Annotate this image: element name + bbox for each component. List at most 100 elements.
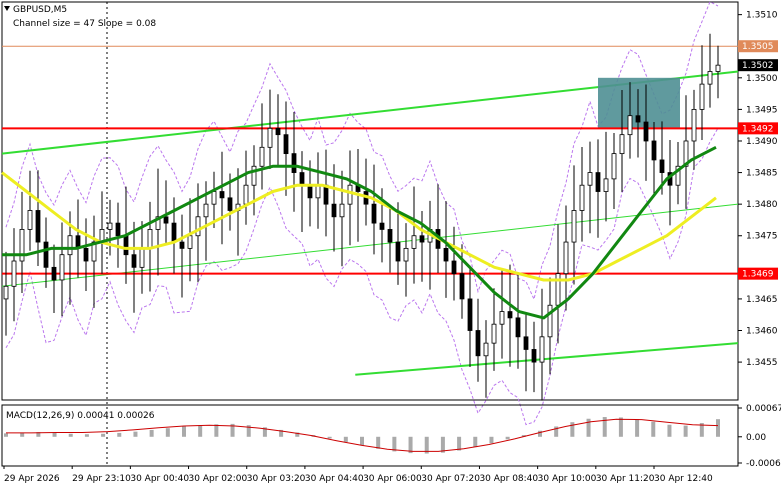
time-tick-label: 30 Apr 08:40 xyxy=(479,474,538,484)
macd-label: MACD(12,26,9) 0.00041 0.00026 xyxy=(6,411,155,421)
current-price-tag xyxy=(738,59,778,72)
macd-histogram-bar xyxy=(683,425,688,437)
time-tick-label: 30 Apr 03:20 xyxy=(247,474,306,484)
macd-histogram-bar xyxy=(165,428,170,437)
candle-body xyxy=(123,235,129,256)
candle-body xyxy=(451,260,457,275)
candle-body xyxy=(395,241,401,262)
time-tick-label: 30 Apr 02:00 xyxy=(189,474,248,484)
macd-histogram-bar xyxy=(586,418,591,437)
candle-body xyxy=(3,285,9,300)
macd-histogram-bar xyxy=(489,436,494,444)
candle-body xyxy=(563,241,569,275)
price-tick-label: 1.3460 xyxy=(746,327,778,337)
price-tick-label: 1.3485 xyxy=(746,169,778,179)
candle-body xyxy=(459,273,465,300)
macd-panel: 0.00067 0.00 -0.00061 MACD(12,26,9) 0.0004… xyxy=(1,404,781,469)
candle-body xyxy=(139,247,145,268)
candle-body xyxy=(51,266,57,281)
macd-histogram-bar xyxy=(214,424,219,437)
candle-body xyxy=(387,229,393,243)
candle-body xyxy=(259,146,265,167)
price-tick-label: 1.3490 xyxy=(746,137,778,147)
macd-histogram-bar xyxy=(343,436,348,442)
candle-body xyxy=(555,273,561,306)
time-tick-label: 30 Apr 04:40 xyxy=(305,474,364,484)
candle-body xyxy=(475,330,481,357)
moving-averages xyxy=(1,145,717,320)
candle-body xyxy=(371,203,377,224)
price-tick-label: 1.3510 xyxy=(746,11,778,21)
candle-body xyxy=(347,184,353,205)
candle-body xyxy=(251,165,257,186)
candle-body xyxy=(219,191,225,199)
time-tick-label: 30 Apr 07:20 xyxy=(421,474,480,484)
channel-middle-line xyxy=(1,203,739,287)
candle-body xyxy=(547,304,553,338)
price-frame xyxy=(1,1,739,401)
candle-body xyxy=(195,216,201,237)
candle-body xyxy=(203,203,209,218)
price-level-tag xyxy=(738,122,778,135)
macd-frame xyxy=(1,404,739,467)
macd-histogram-bar xyxy=(360,436,364,446)
candle-body xyxy=(83,247,89,262)
macd-histogram-bar xyxy=(635,419,640,437)
macd-tick-label: 0.00067 xyxy=(746,404,781,414)
candle-body xyxy=(307,184,313,199)
candle-body xyxy=(651,140,657,161)
price-axis: 1.3510 1.3500 1.3495 1.3490 1.3485 1.3480 1.34… xyxy=(738,11,778,368)
price-level-label: 1.3505 xyxy=(742,42,774,52)
macd-histogram-bar xyxy=(182,426,186,437)
macd-histogram-bar xyxy=(716,419,720,437)
macd-histogram-bar xyxy=(699,423,704,437)
candle-body xyxy=(691,108,697,142)
candle-body xyxy=(619,134,625,155)
macd-histogram-bar xyxy=(101,433,106,437)
macd-histogram-bar xyxy=(554,426,559,437)
macd-histogram-bar xyxy=(295,432,300,437)
macd-histogram-bar xyxy=(602,417,607,437)
channel-lower-line xyxy=(355,342,739,376)
time-tick-label: 29 Apr 23:10 xyxy=(72,474,131,484)
candle-body xyxy=(211,191,217,205)
macd-histogram-bar xyxy=(538,430,542,437)
macd-histogram-bar xyxy=(36,432,41,437)
channel-info: Channel size = 47 Slope = 0.08 xyxy=(13,19,156,29)
candle-body xyxy=(419,235,425,243)
candle-body xyxy=(35,210,41,243)
macd-signal-polyline xyxy=(6,418,719,452)
candle-body xyxy=(291,153,297,173)
candle-body xyxy=(283,134,289,155)
candle-body xyxy=(19,229,25,262)
macd-histogram-bar xyxy=(149,429,154,437)
macd-histogram-bar xyxy=(4,433,8,437)
macd-signal-line xyxy=(6,418,719,452)
price-tick-label: 1.3465 xyxy=(746,295,778,305)
time-tick-label: 30 Apr 00:40 xyxy=(130,474,189,484)
ma-yellow-line xyxy=(1,171,717,282)
candle-body xyxy=(411,235,417,249)
candle-body xyxy=(59,254,65,281)
symbol-dropdown-icon[interactable] xyxy=(4,6,10,11)
candle-body xyxy=(379,222,385,230)
candle-body xyxy=(531,349,537,363)
candle-body xyxy=(275,127,281,136)
macd-histogram-bar xyxy=(117,432,122,437)
macd-tick-label: 0.00 xyxy=(746,433,766,443)
macd-histogram-bar xyxy=(440,436,445,453)
price-level-label: 1.3469 xyxy=(742,270,774,280)
candle-body xyxy=(587,172,593,186)
candle-body xyxy=(635,115,641,123)
macd-histogram-bar xyxy=(327,436,332,439)
chart-header: GBPUSD,M5 Channel size = 47 Slope = 0.08 xyxy=(4,5,156,29)
macd-histogram-bar xyxy=(505,436,510,440)
price-tick-label: 1.3475 xyxy=(746,232,778,242)
macd-histogram-bar xyxy=(52,432,57,437)
price-tick-label: 1.3495 xyxy=(746,105,778,115)
time-axis: 29 Apr 2026 29 Apr 23:10 30 Apr 00:40 30 Ap… xyxy=(3,466,713,484)
price-level-label: 1.3492 xyxy=(742,124,774,134)
candle-body xyxy=(27,210,33,230)
macd-axis: 0.00067 0.00 -0.00061 xyxy=(1,404,781,469)
